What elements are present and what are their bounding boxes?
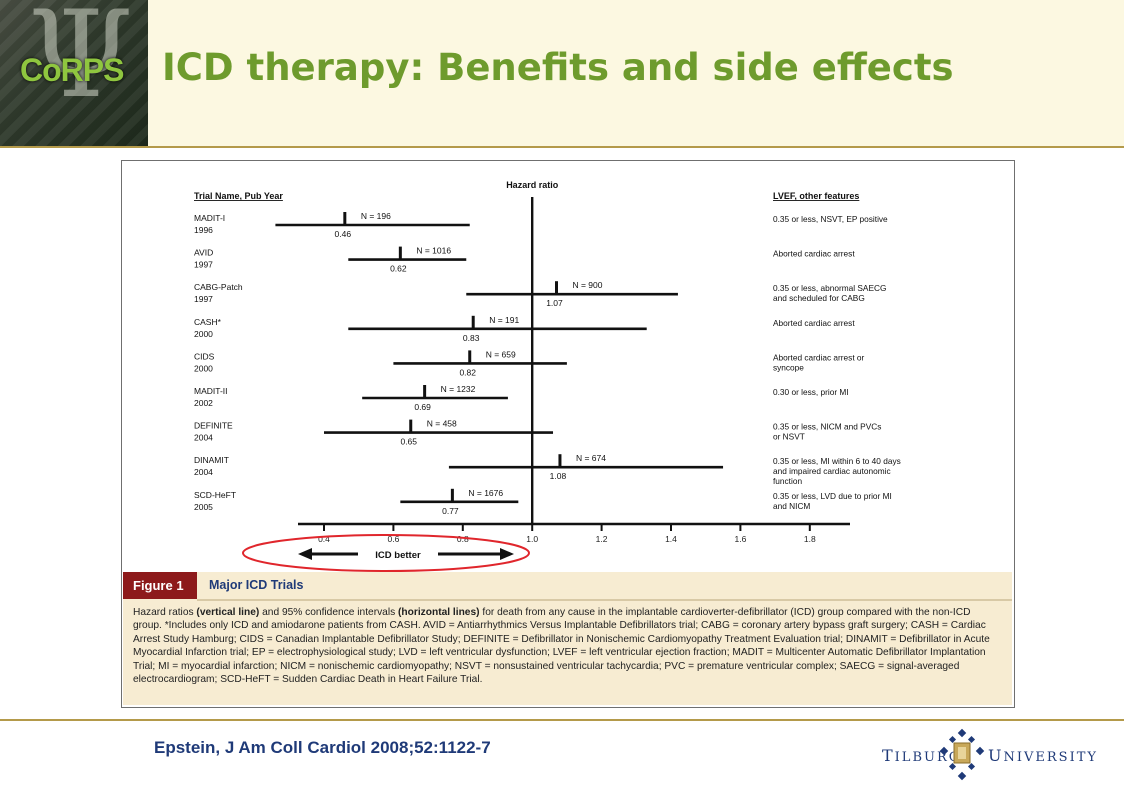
trial-name: CASH* <box>194 317 222 327</box>
trial-name: DEFINITE <box>194 421 233 431</box>
psi-logo-icon: Ψ <box>28 0 134 125</box>
trial-year: 1997 <box>194 260 213 270</box>
hr-value-label: 0.82 <box>459 367 476 377</box>
trial-features: 0.35 or less, MI within 6 to 40 days <box>773 456 901 466</box>
figure-caption: Hazard ratios (vertical line) and 95% co… <box>133 606 995 686</box>
corps-logo: Ψ CoRPS <box>0 0 148 146</box>
trial-name: CABG-Patch <box>194 282 243 292</box>
trial-features: Aborted cardiac arrest <box>773 249 855 259</box>
figure-caption-area: Figure 1 Major ICD Trials Hazard ratios … <box>123 572 1012 705</box>
figure-title: Major ICD Trials <box>209 578 304 592</box>
trial-year: 2002 <box>194 398 213 408</box>
trial-year: 2005 <box>194 502 213 512</box>
tilburg-emblem-icon <box>939 728 985 781</box>
tilburg-university-logo: TILBURG UNIVERSITY <box>882 728 1096 784</box>
n-label: N = 1016 <box>416 246 451 256</box>
slide-header: Ψ CoRPS ICD therapy: Benefits and side e… <box>0 0 1124 146</box>
trial-features: function <box>773 476 802 486</box>
trial-features: and scheduled for CABG <box>773 293 865 303</box>
figure-title-rule <box>197 599 1012 601</box>
n-label: N = 900 <box>572 280 602 290</box>
caption-part: for death from any cause in the implanta… <box>133 607 990 686</box>
trial-year: 2004 <box>194 433 213 443</box>
trial-features: or NSVT <box>773 432 805 442</box>
left-column-header: Trial Name, Pub Year <box>194 191 283 201</box>
n-label: N = 1676 <box>468 488 503 498</box>
trial-year: 2000 <box>194 329 213 339</box>
trial-name: MADIT-I <box>194 213 225 223</box>
x-tick-label: 0.4 <box>318 534 330 544</box>
n-label: N = 458 <box>427 419 457 429</box>
slide-title: ICD therapy: Benefits and side effects <box>162 46 954 89</box>
n-label: N = 659 <box>486 349 516 359</box>
trial-name: CIDS <box>194 351 215 361</box>
chart-title: Hazard ratio <box>506 180 559 190</box>
direction-label: ICD better <box>375 550 421 561</box>
x-tick-label: 1.6 <box>734 534 746 544</box>
n-label: N = 674 <box>576 453 606 463</box>
trial-features: and NICM <box>773 501 810 511</box>
trial-name: DINAMIT <box>194 455 229 465</box>
hr-value-label: 1.08 <box>550 471 567 481</box>
hr-value-label: 0.69 <box>414 402 431 412</box>
hr-value-label: 0.62 <box>390 264 407 274</box>
logo-text: CoRPS <box>20 52 124 88</box>
trial-features: and impaired cardiac autonomic <box>773 466 891 476</box>
caption-part: Hazard ratios <box>133 607 197 618</box>
trial-year: 2000 <box>194 363 213 373</box>
trial-name: MADIT-II <box>194 386 228 396</box>
forest-plot: Trial Name, Pub Year Hazard ratio LVEF, ot… <box>194 180 901 572</box>
x-tick-label: 1.2 <box>596 534 608 544</box>
caption-part: (horizontal lines) <box>398 607 480 618</box>
trial-features: 0.35 or less, NSVT, EP positive <box>773 214 888 224</box>
n-label: N = 1232 <box>441 384 476 394</box>
university-word-2: UNIVERSITY <box>988 746 1098 765</box>
trial-year: 2004 <box>194 467 213 477</box>
x-tick-label: 1.8 <box>804 534 816 544</box>
trial-features: 0.35 or less, abnormal SAECG <box>773 283 886 293</box>
x-tick-label: 1.4 <box>665 534 677 544</box>
hr-value-label: 0.46 <box>335 229 352 239</box>
n-label: N = 191 <box>489 315 519 325</box>
figure-panel: Trial Name, Pub Year Hazard ratio LVEF, ot… <box>121 160 1015 708</box>
header-divider <box>0 146 1124 148</box>
x-tick-label: 0.6 <box>387 534 399 544</box>
trial-name: AVID <box>194 248 213 258</box>
trial-features: 0.35 or less, NICM and PVCs <box>773 422 881 432</box>
trial-year: 1997 <box>194 294 213 304</box>
citation: Epstein, J Am Coll Cardiol 2008;52:1122-… <box>154 738 491 757</box>
x-tick-label: 0.8 <box>457 534 469 544</box>
right-column-header: LVEF, other features <box>773 191 859 201</box>
arrow-left-head <box>298 548 312 560</box>
arrow-right-head <box>500 548 514 560</box>
hr-value-label: 0.83 <box>463 333 480 343</box>
trial-year: 1996 <box>194 225 213 235</box>
footer-divider <box>0 719 1124 721</box>
n-label: N = 196 <box>361 211 391 221</box>
hr-value-label: 0.65 <box>400 437 417 447</box>
trial-features: 0.35 or less, LVD due to prior MI <box>773 491 892 501</box>
x-tick-label: 1.0 <box>526 534 538 544</box>
trial-name: SCD-HeFT <box>194 490 236 500</box>
figure-label: Figure 1 <box>123 572 197 599</box>
caption-part: and 95% confidence intervals <box>259 607 399 618</box>
trial-features: 0.30 or less, prior MI <box>773 387 849 397</box>
hr-value-label: 0.77 <box>442 506 459 516</box>
trial-features: Aborted cardiac arrest or <box>773 352 865 362</box>
trial-features: syncope <box>773 362 804 372</box>
highlight-ellipse <box>242 534 530 572</box>
trial-features: Aborted cardiac arrest <box>773 318 855 328</box>
hr-value-label: 1.07 <box>546 298 563 308</box>
caption-part: (vertical line) <box>196 607 260 618</box>
